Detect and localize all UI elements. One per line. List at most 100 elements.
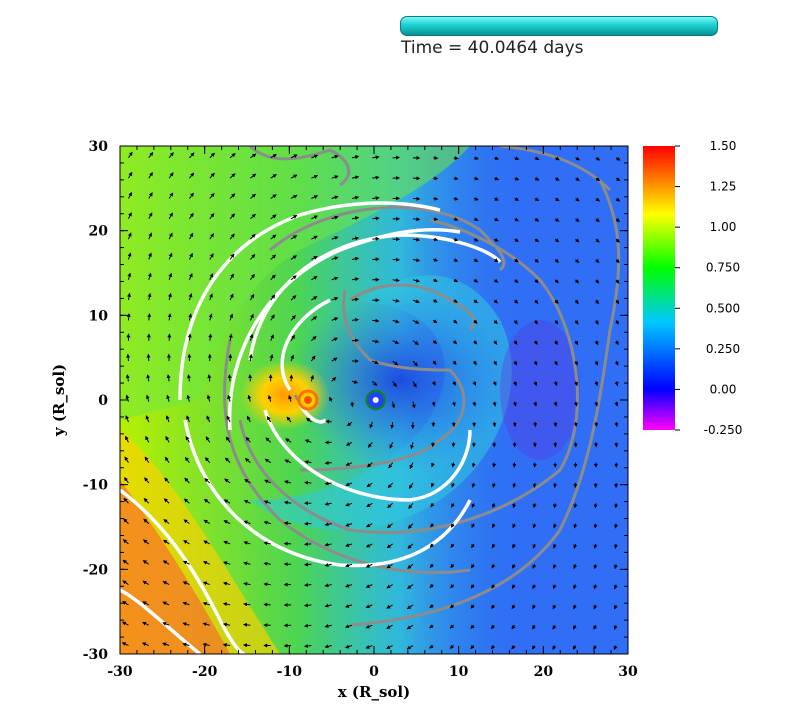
velocity-arrow (365, 604, 373, 609)
velocity-arrow (410, 442, 415, 450)
colorbar-tick-label: 0.250 (706, 342, 740, 356)
velocity-arrow (128, 151, 133, 159)
velocity-arrow (182, 560, 190, 565)
velocity-arrow (614, 340, 619, 346)
velocity-arrow (493, 237, 499, 242)
velocity-arrow (450, 563, 455, 569)
velocity-arrow (189, 192, 194, 199)
velocity-arrow (450, 543, 455, 549)
velocity-arrow (229, 173, 236, 179)
velocity-arrow (209, 152, 216, 159)
velocity-arrow (412, 360, 418, 367)
velocity-arrow (615, 299, 620, 305)
velocity-arrow (514, 217, 520, 222)
velocity-arrow (493, 360, 497, 366)
velocity-arrow (553, 503, 557, 509)
colorbar-tick-label: 0.750 (706, 261, 740, 275)
velocity-arrow (324, 583, 332, 588)
velocity-arrow (263, 500, 271, 505)
velocity-arrow (209, 212, 215, 220)
velocity-arrow (311, 235, 318, 240)
velocity-arrow (303, 562, 312, 567)
velocity-arrow (453, 217, 459, 222)
velocity-arrow (594, 401, 599, 407)
velocity-arrow (290, 255, 298, 260)
velocity-arrow (614, 421, 619, 428)
right-star-core (372, 397, 379, 403)
velocity-arrow (615, 177, 621, 182)
velocity-arrow (223, 520, 231, 525)
velocity-arrow (365, 523, 373, 528)
velocity-arrow (127, 272, 132, 280)
velocity-arrow (365, 584, 373, 588)
velocity-arrow (386, 584, 393, 589)
velocity-arrow (209, 192, 215, 199)
velocity-arrow (209, 172, 215, 179)
velocity-arrow (552, 584, 557, 590)
velocity-arrow (594, 381, 599, 387)
velocity-arrow (429, 624, 434, 629)
velocity-arrow (432, 360, 437, 365)
velocity-arrow (283, 521, 292, 526)
velocity-arrow (206, 415, 211, 423)
velocity-arrow (574, 381, 578, 387)
velocity-arrow (491, 523, 496, 529)
velocity-arrow (429, 604, 434, 609)
velocity-arrow (123, 518, 129, 524)
velocity-arrow (203, 540, 210, 545)
velocity-arrow (392, 319, 400, 324)
velocity-arrow (574, 299, 579, 305)
velocity-arrow (392, 340, 400, 344)
velocity-arrow (369, 421, 374, 429)
velocity-arrow (204, 478, 211, 484)
velocity-arrow (264, 458, 271, 464)
velocity-arrow (128, 171, 133, 179)
velocity-arrow (304, 460, 312, 465)
velocity-arrow (365, 563, 373, 568)
colorbar-tick-label: 0.500 (706, 301, 740, 315)
velocity-arrow (128, 212, 132, 220)
velocity-arrow (407, 584, 414, 589)
velocity-arrow (613, 584, 618, 590)
velocity-arrow (182, 581, 190, 586)
velocity-arrow (168, 152, 174, 159)
velocity-arrow (473, 319, 478, 324)
x-tick-label: 10 (449, 664, 469, 680)
velocity-arrow (613, 604, 618, 610)
velocity-arrow (514, 156, 520, 161)
y-tick-label: 0 (98, 393, 108, 409)
velocity-arrow (288, 394, 293, 402)
velocity-arrow (513, 299, 519, 304)
velocity-arrow (490, 645, 495, 650)
velocity-arrow (142, 560, 150, 565)
velocity-arrow (125, 394, 130, 402)
velocity-arrow (324, 644, 332, 649)
velocity-arrow (345, 441, 353, 446)
velocity-arrow (324, 542, 332, 547)
velocity-arrow (144, 477, 150, 484)
velocity-arrow (247, 394, 252, 402)
velocity-arrow (189, 212, 194, 220)
velocity-arrow (429, 543, 435, 548)
velocity-arrow (554, 340, 558, 346)
velocity-arrow (593, 645, 598, 651)
velocity-arrow (128, 191, 132, 199)
y-tick-label: -20 (83, 562, 109, 578)
velocity-arrow (183, 540, 190, 545)
velocity-arrow (595, 217, 600, 223)
velocity-arrow (331, 175, 339, 180)
velocity-arrow (148, 232, 153, 240)
velocity-arrow (331, 337, 339, 342)
velocity-arrow (345, 563, 353, 568)
velocity-arrow (122, 580, 129, 585)
velocity-arrow (325, 419, 332, 424)
velocity-arrow (575, 217, 580, 222)
velocity-arrow (270, 254, 277, 260)
velocity-arrow (430, 523, 435, 528)
velocity-arrow (449, 604, 455, 609)
velocity-arrow (346, 421, 353, 427)
velocity-arrow (433, 257, 439, 262)
velocity-arrow (493, 319, 498, 325)
velocity-arrow (514, 238, 519, 242)
velocity-arrow (331, 376, 337, 382)
